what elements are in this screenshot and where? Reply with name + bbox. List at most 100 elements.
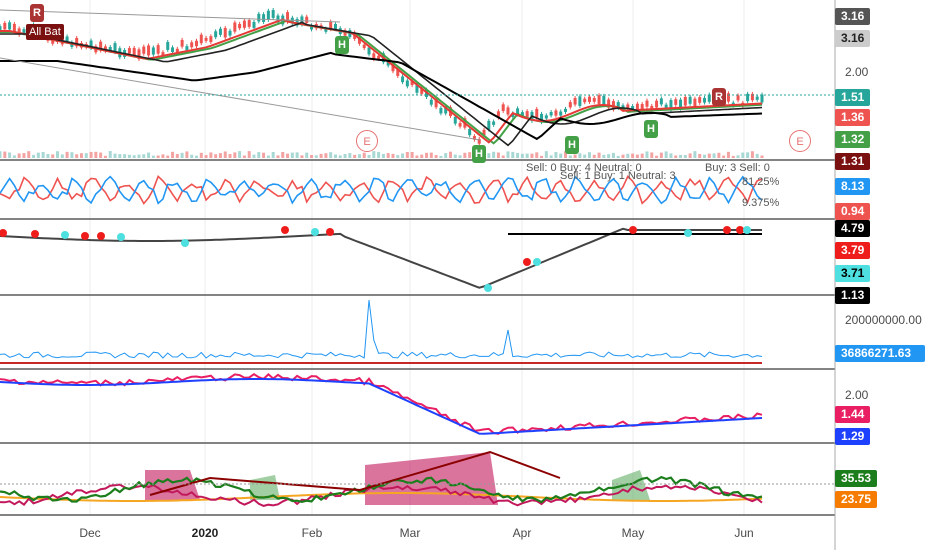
volume-bar <box>583 154 587 158</box>
price-candle <box>151 47 155 55</box>
price-tag[interactable]: 1.31 <box>835 153 871 170</box>
trend-line <box>0 9 341 23</box>
price-candle <box>295 18 299 26</box>
dots-curve <box>0 227 762 289</box>
price-tag[interactable]: 3.16 <box>835 30 871 47</box>
price-candle <box>391 63 395 72</box>
price-candle <box>127 48 131 54</box>
dots-tag[interactable]: 3.71 <box>835 265 871 282</box>
volume-bar <box>602 154 606 158</box>
signal-text: Sell: 0 <box>739 162 770 174</box>
ribbon-tag[interactable]: 35.53 <box>835 470 878 487</box>
r-badge-2[interactable]: R <box>712 88 726 106</box>
price-candle <box>444 106 448 114</box>
volume-bar <box>707 153 711 158</box>
volume-bar <box>453 154 457 158</box>
h-badge-3[interactable]: H <box>644 120 658 138</box>
ribbon-tag[interactable]: 23.75 <box>835 491 878 508</box>
volume-bar <box>175 153 179 158</box>
volume-bar <box>22 153 26 158</box>
volume-bar <box>736 155 740 158</box>
h-badge-2[interactable]: H <box>565 136 579 154</box>
volume-bar <box>223 151 227 158</box>
volume-bar <box>592 154 596 158</box>
r-badge-top[interactable]: R <box>30 4 44 22</box>
oscillator-tag[interactable]: 8.13 <box>835 178 871 195</box>
price-candle <box>305 16 309 23</box>
price-candle <box>108 46 112 51</box>
price-tag[interactable]: 3.16 <box>835 8 871 25</box>
volume-bar <box>439 155 443 158</box>
signal-text: Sell: 0 <box>526 162 557 174</box>
price-candle <box>453 116 457 124</box>
strategy-label[interactable]: All Bat <box>26 24 64 40</box>
dots-tag[interactable]: 1.13 <box>835 287 871 304</box>
price-candle <box>343 30 347 36</box>
volume-tag[interactable]: 36866271.63 <box>835 345 925 362</box>
volume-bar <box>750 151 754 158</box>
volume-bar <box>314 155 318 158</box>
volume-bar <box>525 153 529 158</box>
h-badge-4[interactable]: H <box>472 145 486 163</box>
price-candle <box>113 43 117 53</box>
volume-bar <box>209 152 213 158</box>
dots-tag[interactable]: 4.79 <box>835 220 871 237</box>
signal-text: Buy: 1 <box>593 170 625 182</box>
ma-blue-line <box>0 378 763 435</box>
price-candle <box>492 121 496 125</box>
volume-bar <box>544 151 548 158</box>
price-candle <box>650 105 654 110</box>
volume-bar <box>650 152 654 158</box>
price-candle <box>228 30 232 36</box>
price-candle <box>8 22 12 30</box>
volume-bar <box>36 152 40 158</box>
ma-tag[interactable]: 1.44 <box>835 406 871 423</box>
price-candle <box>410 81 414 86</box>
signal-dot <box>533 258 541 266</box>
signal-text: Sell: 1 <box>560 170 591 182</box>
volume-bar <box>118 154 122 158</box>
price-candle <box>333 23 337 30</box>
volume-bar <box>329 152 333 158</box>
volume-bar <box>286 153 290 158</box>
dots-tag[interactable]: 3.79 <box>835 242 871 259</box>
volume-bar <box>281 151 285 158</box>
oscillator-tag[interactable]: 0.94 <box>835 203 871 220</box>
volume-bar <box>199 152 203 158</box>
volume-bar <box>94 151 98 158</box>
price-candle <box>487 120 491 130</box>
volume-bar <box>631 153 635 158</box>
price-candle <box>372 53 376 60</box>
volume-bar <box>262 152 266 158</box>
signal-dot <box>281 226 289 234</box>
volume-bar <box>0 151 2 158</box>
price-tag[interactable]: 1.32 <box>835 131 871 148</box>
earnings-e-1[interactable]: E <box>356 130 378 152</box>
volume-bar <box>17 153 21 158</box>
volume-bar <box>353 154 357 158</box>
price-candle <box>640 104 644 110</box>
price-tag[interactable]: 1.51 <box>835 89 871 106</box>
volume-bar <box>573 154 577 158</box>
price-candle <box>357 37 361 44</box>
volume-bar <box>669 153 673 158</box>
price-candle <box>698 97 702 103</box>
oscillator-red-line <box>0 174 763 205</box>
price-candle <box>496 111 500 118</box>
volume-bar <box>511 151 515 158</box>
time-axis-label: 2020 <box>191 526 219 540</box>
price-candle <box>367 47 371 55</box>
price-candle <box>132 47 136 56</box>
earnings-e-2[interactable]: E <box>789 130 811 152</box>
price-candle <box>271 9 275 18</box>
price-candle <box>252 21 256 28</box>
ma-tag[interactable]: 1.29 <box>835 428 871 445</box>
price-tag[interactable]: 1.36 <box>835 109 871 126</box>
price-candle <box>472 136 476 140</box>
price-candle <box>420 88 424 94</box>
price-candle <box>520 112 524 116</box>
h-badge-1[interactable]: H <box>335 36 349 54</box>
volume-bar <box>305 152 309 158</box>
